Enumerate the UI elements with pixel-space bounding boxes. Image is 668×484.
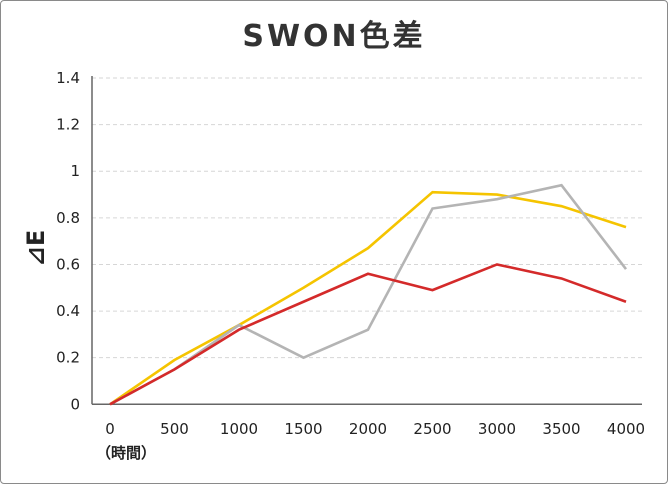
x-tick-label: 2000 (349, 420, 387, 438)
y-tick-label: 0.8 (56, 209, 80, 227)
x-axis-label: （時間） (96, 444, 156, 462)
series-line-3 (109, 263, 627, 406)
x-tick-label: 0 (105, 420, 115, 438)
x-tick-label: 3000 (478, 420, 516, 438)
y-tick-label: 0 (70, 395, 80, 413)
series-line-1 (109, 190, 627, 406)
series-line-2 (109, 183, 628, 406)
x-tick-label: 1500 (284, 420, 322, 438)
y-tick-label: 1 (70, 162, 80, 180)
chart-title: SWON色差 (242, 19, 425, 54)
y-tick-label: 1.2 (56, 116, 80, 134)
x-tick-label: 500 (160, 420, 189, 438)
x-tick-label: 3500 (542, 420, 580, 438)
y-axis-label: ⊿E (22, 230, 50, 267)
x-tick-label: 4000 (607, 420, 645, 438)
y-tick-label: 1.4 (56, 69, 80, 87)
x-tick-label: 1000 (220, 420, 258, 438)
y-tick-label: 0.6 (56, 255, 80, 273)
y-tick-label: 0.2 (56, 349, 80, 367)
x-tick-label: 2500 (413, 420, 451, 438)
y-tick-label: 0.4 (56, 302, 80, 320)
